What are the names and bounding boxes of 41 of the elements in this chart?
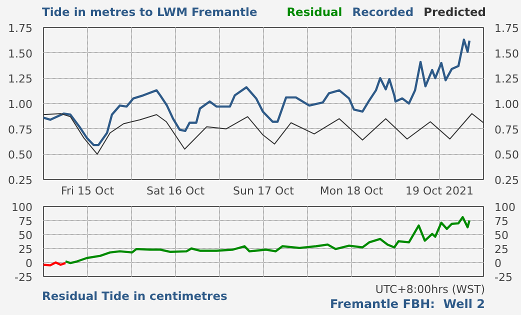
text: Recorded xyxy=(352,5,414,19)
y-tick-label: -25 xyxy=(14,271,32,284)
x-tick-label: Mon 18 Oct xyxy=(320,184,384,198)
y2-tick-label: 100 xyxy=(494,201,516,214)
y2-tick-label: 1.25 xyxy=(494,72,519,86)
y-tick-label: 1.75 xyxy=(8,22,33,35)
y2-tick-label: 1.00 xyxy=(494,98,519,111)
y-tick-label: 1.50 xyxy=(8,47,33,60)
y2-tick-label: 0.25 xyxy=(494,174,519,187)
y-tick-label: 0.50 xyxy=(8,148,33,162)
x-tick-label: Sun 17 Oct xyxy=(233,184,295,198)
line-series xyxy=(44,38,471,146)
text: Residual Tide in centimetres xyxy=(42,288,228,304)
y-tick-label: 0.75 xyxy=(8,123,33,136)
y2-tick-label: 25 xyxy=(494,243,508,256)
text: Predicted xyxy=(424,5,486,19)
x-tick-label: 19 Oct 2021 xyxy=(406,184,474,198)
y2-tick-label: 0.50 xyxy=(494,148,519,162)
text: Residual xyxy=(286,5,342,19)
y-tick-label: 25 xyxy=(18,243,33,256)
y-tick-label: 100 xyxy=(12,201,33,214)
y2-tick-label: 0 xyxy=(494,257,502,270)
y2-tick-label: 1.75 xyxy=(494,22,519,35)
y-tick-label: 1.25 xyxy=(8,72,33,86)
y2-tick-label: -25 xyxy=(494,271,512,284)
text: Fremantle FBH: Well 2 xyxy=(330,296,485,313)
x-tick-label: Sat 16 Oct xyxy=(146,184,206,198)
x-tick-label: Fri 15 Oct xyxy=(60,184,115,198)
y2-tick-label: 50 xyxy=(494,229,508,242)
y-tick-label: 0 xyxy=(26,257,32,270)
y-tick-label: 50 xyxy=(18,229,33,242)
y-tick-label: 0.25 xyxy=(8,174,33,187)
text: UTC+8:00hrs (WST) xyxy=(375,282,485,298)
line-series xyxy=(44,113,484,155)
y-tick-label: 1.00 xyxy=(8,98,33,111)
line-series xyxy=(64,216,471,264)
y-tick-label: 75 xyxy=(18,215,33,228)
y2-tick-label: 0.75 xyxy=(494,123,519,136)
y2-tick-label: 75 xyxy=(494,215,508,228)
y2-tick-label: 1.50 xyxy=(494,47,519,60)
chart-title: Tide in metres to LWM Fremantle xyxy=(42,4,258,20)
